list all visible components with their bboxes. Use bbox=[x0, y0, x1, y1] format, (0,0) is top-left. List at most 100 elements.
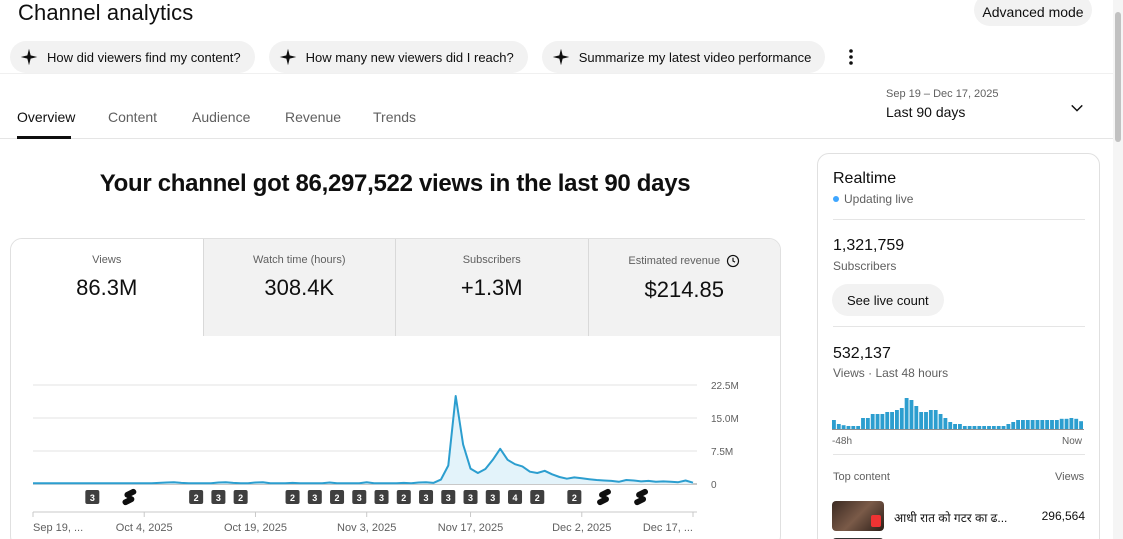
realtime-bar[interactable] bbox=[885, 412, 890, 430]
metric-label: Watch time (hours) bbox=[252, 254, 346, 266]
upload-marker bbox=[374, 490, 389, 504]
metric-watch-time[interactable]: Watch time (hours) 308.4K bbox=[202, 239, 395, 336]
realtime-bar[interactable] bbox=[924, 412, 928, 430]
more-vert-icon[interactable] bbox=[841, 41, 861, 73]
metric-subscribers[interactable]: Subscribers +1.3M bbox=[395, 239, 588, 336]
realtime-bar[interactable] bbox=[1069, 418, 1074, 430]
realtime-bar[interactable] bbox=[1045, 420, 1050, 430]
realtime-bar[interactable] bbox=[919, 412, 924, 430]
realtime-bar[interactable] bbox=[962, 426, 967, 430]
realtime-bar[interactable] bbox=[1040, 420, 1045, 430]
y-tick-label: 22.5M bbox=[711, 381, 739, 392]
upload-marker bbox=[396, 490, 411, 504]
realtime-bar[interactable] bbox=[1059, 418, 1064, 430]
upload-marker-count: 3 bbox=[468, 493, 473, 503]
page-title: Channel analytics bbox=[18, 0, 194, 25]
sparkle-icon bbox=[552, 48, 569, 66]
x-tick-label: Nov 3, 2025 bbox=[337, 522, 396, 534]
upload-marker bbox=[419, 490, 434, 504]
realtime-bar[interactable] bbox=[1021, 420, 1025, 430]
metric-revenue[interactable]: Estimated revenue $214.85 bbox=[587, 239, 780, 336]
x-tick-label: Dec 2, 2025 bbox=[552, 522, 611, 534]
realtime-bar[interactable] bbox=[928, 410, 933, 430]
upload-marker-count: 2 bbox=[194, 493, 199, 503]
metric-label: Subscribers bbox=[462, 254, 521, 266]
realtime-bar[interactable] bbox=[1030, 420, 1035, 430]
date-range-selector[interactable]: Sep 19 – Dec 17, 2025 Last 90 days bbox=[886, 88, 999, 120]
advanced-mode-button[interactable]: Advanced mode bbox=[974, 0, 1092, 26]
realtime-bar[interactable] bbox=[938, 414, 943, 430]
realtime-subscribers-label: Subscribers bbox=[833, 259, 897, 273]
realtime-bar[interactable] bbox=[836, 424, 841, 430]
realtime-bar[interactable] bbox=[1054, 420, 1059, 430]
realtime-title: Realtime bbox=[833, 170, 897, 187]
realtime-bar[interactable] bbox=[851, 426, 856, 430]
realtime-bar[interactable] bbox=[856, 426, 861, 430]
realtime-bar[interactable] bbox=[1006, 424, 1011, 430]
see-live-count-button[interactable]: See live count bbox=[832, 284, 944, 316]
metric-value: $214.85 bbox=[644, 277, 725, 302]
realtime-bar[interactable] bbox=[958, 424, 962, 430]
top-content-item[interactable]: आधी रात को गटर का ढ... 296,564 bbox=[832, 501, 1085, 533]
upload-marker bbox=[285, 490, 300, 504]
tab-content[interactable]: Content bbox=[108, 109, 158, 125]
realtime-bar[interactable] bbox=[991, 426, 996, 430]
realtime-bar[interactable] bbox=[880, 414, 885, 430]
realtime-bar[interactable] bbox=[1016, 420, 1020, 430]
realtime-bar[interactable] bbox=[875, 414, 880, 430]
upload-marker bbox=[530, 490, 545, 504]
active-tab-indicator bbox=[17, 136, 71, 139]
realtime-bar[interactable] bbox=[904, 398, 909, 430]
realtime-bar[interactable] bbox=[1025, 420, 1030, 430]
realtime-bar[interactable] bbox=[914, 406, 919, 430]
upload-marker bbox=[85, 490, 100, 504]
realtime-bar[interactable] bbox=[890, 412, 894, 430]
realtime-bar[interactable] bbox=[1064, 418, 1069, 430]
realtime-bar[interactable] bbox=[846, 426, 851, 430]
chip-label: How did viewers find my content? bbox=[47, 49, 241, 65]
realtime-bar[interactable] bbox=[841, 425, 846, 430]
chip-summarize-video[interactable]: Summarize my latest video performance bbox=[541, 41, 826, 73]
tab-overview[interactable]: Overview bbox=[17, 109, 76, 125]
realtime-bar[interactable] bbox=[972, 426, 977, 430]
scrollbar-thumb[interactable] bbox=[1115, 12, 1121, 142]
date-range-label: Last 90 days bbox=[886, 104, 966, 120]
metric-views[interactable]: Views 86.3M bbox=[11, 239, 203, 336]
scrollbar-track[interactable] bbox=[1113, 0, 1123, 539]
realtime-bar[interactable] bbox=[1050, 420, 1054, 430]
tab-bar: Overview Content Audience Revenue Trends… bbox=[0, 73, 1113, 139]
realtime-bar[interactable] bbox=[996, 426, 1001, 430]
realtime-axis-start: -48h bbox=[832, 436, 853, 447]
realtime-bar[interactable] bbox=[1035, 420, 1040, 430]
realtime-bar[interactable] bbox=[861, 418, 865, 430]
upload-marker-count: 3 bbox=[90, 493, 95, 503]
chip-new-viewers[interactable]: How many new viewers did I reach? bbox=[268, 41, 528, 73]
chevron-down-icon[interactable] bbox=[1068, 99, 1086, 117]
realtime-bar[interactable] bbox=[865, 418, 870, 430]
realtime-bar[interactable] bbox=[933, 410, 938, 430]
upload-marker-count: 3 bbox=[490, 493, 495, 503]
realtime-bar[interactable] bbox=[987, 426, 991, 430]
date-range-dates: Sep 19 – Dec 17, 2025 bbox=[886, 88, 999, 100]
realtime-bar[interactable] bbox=[832, 420, 836, 430]
realtime-bar[interactable] bbox=[977, 426, 982, 430]
chip-viewers-source[interactable]: How did viewers find my content? bbox=[10, 41, 255, 73]
tab-audience[interactable]: Audience bbox=[192, 109, 251, 125]
realtime-bar[interactable] bbox=[1074, 418, 1079, 430]
realtime-bar[interactable] bbox=[953, 424, 957, 430]
tab-trends[interactable]: Trends bbox=[373, 109, 417, 125]
upload-marker-count: 4 bbox=[513, 493, 518, 503]
realtime-bar[interactable] bbox=[895, 410, 899, 430]
realtime-bar[interactable] bbox=[943, 418, 948, 430]
tab-revenue[interactable]: Revenue bbox=[285, 109, 342, 125]
divider bbox=[833, 326, 1085, 327]
realtime-bar[interactable] bbox=[1001, 426, 1006, 430]
realtime-bar[interactable] bbox=[1011, 422, 1016, 430]
realtime-bar[interactable] bbox=[948, 422, 953, 430]
realtime-bar[interactable] bbox=[870, 414, 875, 430]
realtime-bar[interactable] bbox=[909, 400, 914, 430]
realtime-bar[interactable] bbox=[967, 426, 972, 430]
realtime-bar[interactable] bbox=[1079, 421, 1083, 430]
realtime-bar[interactable] bbox=[899, 408, 904, 430]
realtime-bar[interactable] bbox=[982, 426, 987, 430]
